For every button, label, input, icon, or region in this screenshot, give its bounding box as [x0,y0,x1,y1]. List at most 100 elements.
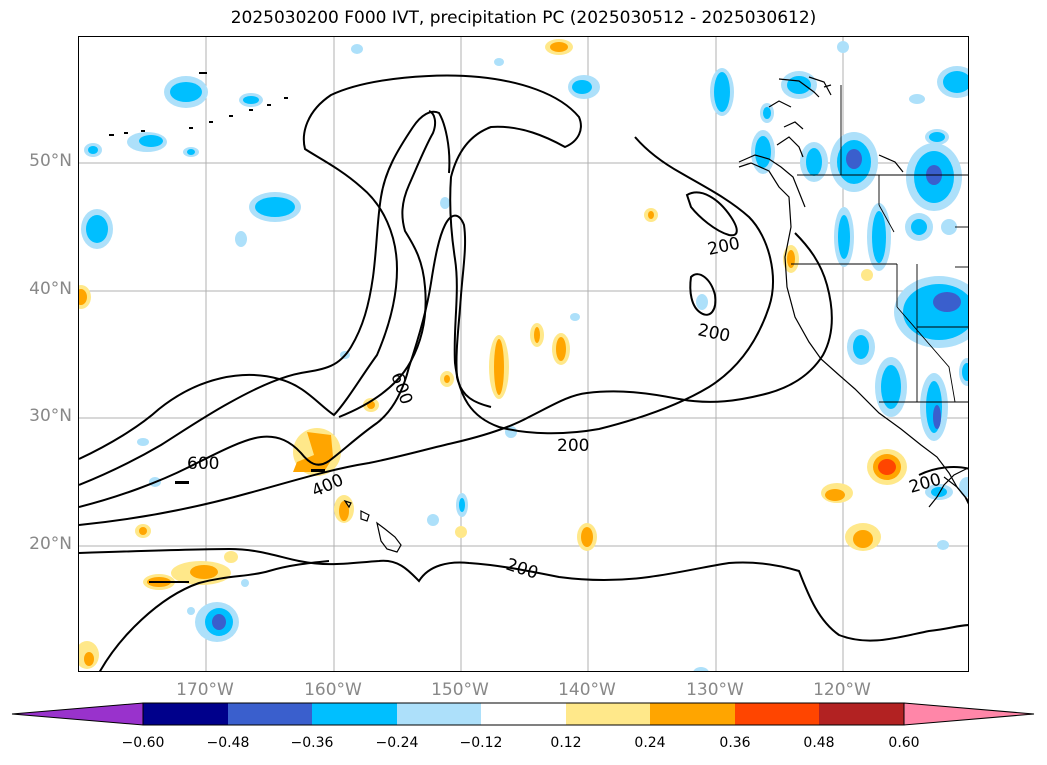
colorbar-tick: 0.60 [888,735,920,751]
precip-blob [872,211,886,263]
precip-blob [943,71,968,93]
precip-blob [787,76,811,94]
precip-blob [846,149,862,169]
precip-blob [187,607,195,615]
contour-200-sw [99,560,330,671]
contour-label-200-eddy-north: 200 [706,234,742,260]
precip-blob [459,498,465,512]
contour-label-200-eddy-south: 200 [696,320,732,346]
colorbar-tick: −0.48 [206,735,250,751]
map-title: 2025030200 F000 IVT, precipitation PC (2… [230,8,817,28]
colorbar-tick: −0.60 [121,735,165,751]
colorbar-segment [735,703,819,725]
precip-blob [837,41,849,53]
precip-positive-blobs [79,39,907,669]
precip-blob [235,231,247,247]
island [209,121,213,123]
island-oahu [343,499,352,509]
contour-labels: 600 600 400 200 200 200 200 200 [187,234,944,584]
precip-blob [909,94,925,104]
colorbar-segment [650,703,735,725]
lon-label-170w: 170°W [176,680,234,700]
precip-blob [714,72,730,112]
precip-blob [962,363,968,381]
precip-blob [556,337,566,361]
contour-label-200-south: 200 [503,555,540,584]
colorbar-frame [142,702,905,726]
precip-blob [550,42,568,52]
id-or-border [878,204,895,233]
island [189,127,193,129]
island [175,481,189,484]
precip-blob [241,579,249,587]
colorbar-segment-low-extend [11,702,144,726]
precip-blob [137,438,149,446]
precip-blob [255,197,295,217]
precip-blob [878,459,896,475]
precip-blob [937,540,949,550]
alaska-panhandle [778,76,832,98]
island-maui [360,510,370,522]
coastlines [159,37,968,508]
precip-blob [806,148,822,176]
precip-blob [838,215,850,259]
island [229,115,233,117]
island [141,130,145,132]
precip-blob [79,289,87,305]
precip-blob [693,667,709,671]
contour-400 [79,214,492,508]
precip-blob [755,136,771,168]
precip-blob [696,294,708,310]
ivt-contours [79,74,968,671]
colorbar-segment [312,703,397,725]
map-panel[interactable]: 600 600 400 200 200 200 200 200 [78,36,969,672]
lat-label-50n: 50°N [29,151,72,171]
precip-blob [293,432,333,472]
precip-blob [440,197,450,209]
precip-blob [941,219,957,235]
precip-blob [190,565,218,579]
colorbar-segment-high-extend [903,702,1035,726]
contour-label-200-center: 200 [557,436,589,456]
colorbar-tick: 0.24 [634,735,666,751]
lat-label-30n: 30°N [29,406,72,426]
colorbar-segment [566,703,650,725]
precip-blob [224,551,238,563]
precip-blob [534,327,540,343]
colorbar-tick: −0.36 [290,735,334,751]
precip-blob [787,250,795,268]
na-coastline [159,37,949,472]
colorbar-segment [819,703,904,725]
precip-blob [455,526,467,538]
hawaii-islands [343,499,402,553]
precip-blob [139,527,147,535]
contour-600-inner [338,110,437,418]
borders [791,85,968,403]
aleutian-islands [109,72,325,583]
contour-200-north [79,74,774,460]
island [284,97,288,99]
contour-200-inner [79,232,833,526]
baja-coast [928,467,968,508]
colorbar-segment [228,703,312,725]
precip-blob [494,58,504,66]
contour-200-eddy-south [689,273,717,316]
lon-label-140w: 140°W [558,680,616,700]
island [199,72,207,74]
island [124,132,128,134]
precip-blob [494,339,504,395]
contour-200-eddy-north [685,191,738,237]
precip-blob [929,132,945,142]
precip-blob [911,219,927,235]
inland-coast [878,154,904,173]
colorbar-tick: 0.48 [803,735,835,751]
contour-200-mexico [918,466,968,476]
map-canvas: 600 600 400 200 200 200 200 200 [79,37,968,671]
precip-blob [212,614,226,630]
precip-blob [444,375,450,383]
island-big [376,521,402,553]
colorbar [11,702,1035,726]
contour-label-600-west: 600 [187,454,219,474]
ca-nv-border [896,306,956,403]
island [267,104,271,106]
